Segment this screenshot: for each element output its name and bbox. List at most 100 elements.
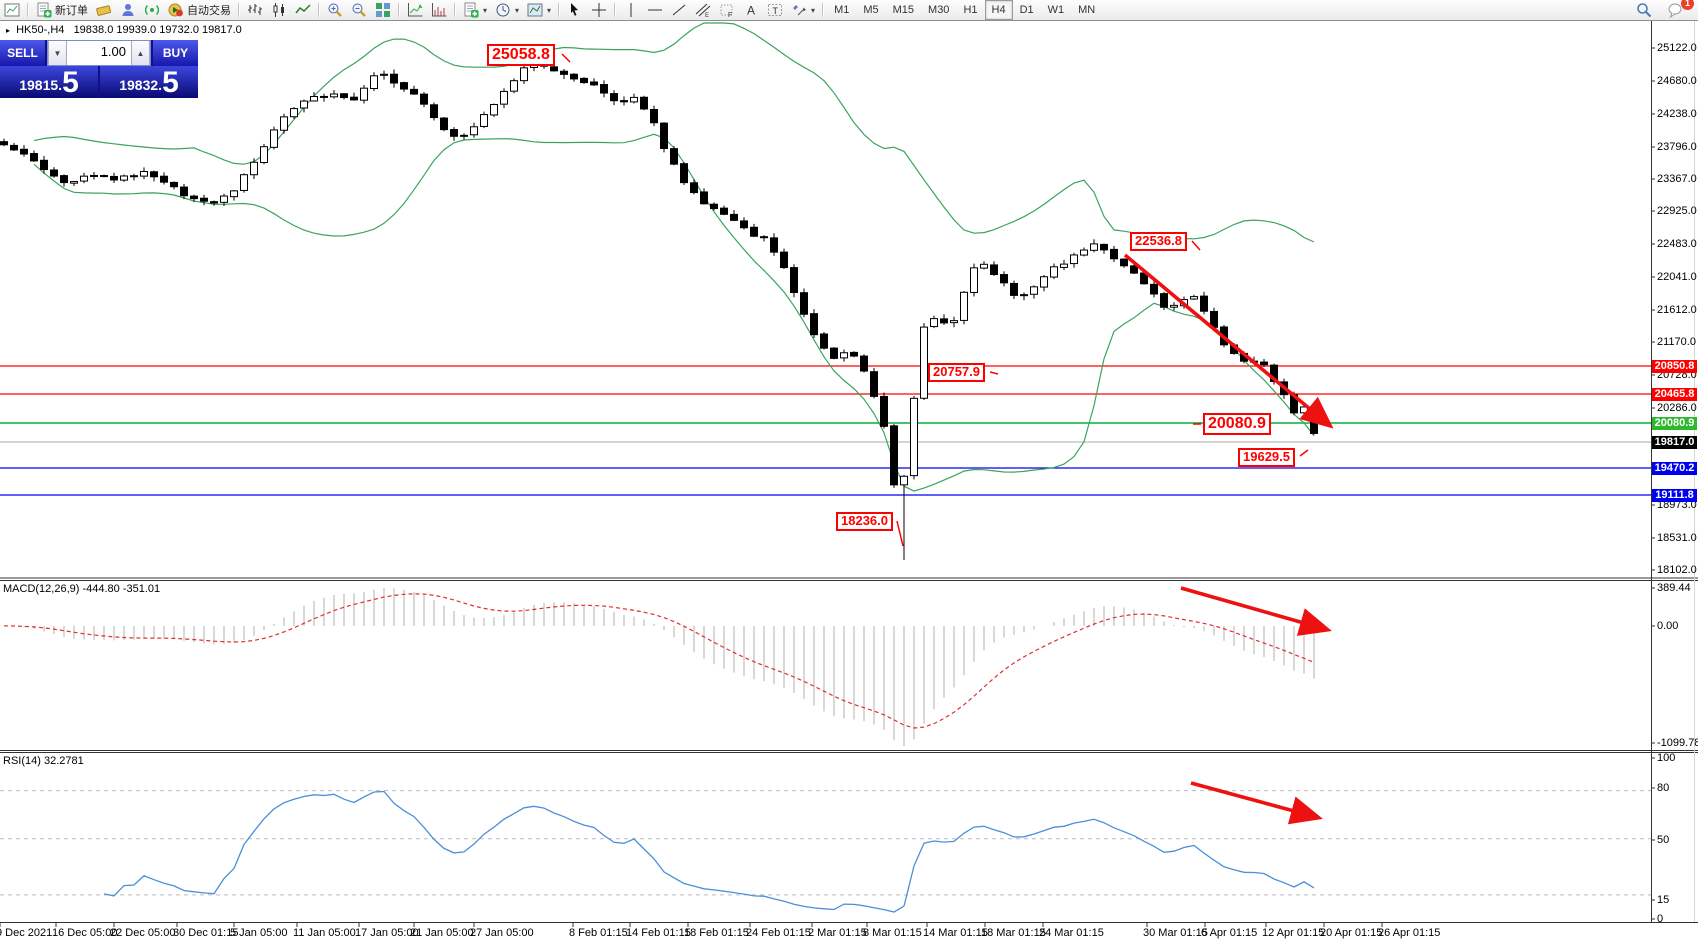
bar-chart-button[interactable] [243,0,267,21]
horizontal-line-tool-button-icon [647,2,663,18]
chart-shift-button[interactable] [427,0,451,21]
price-label[interactable]: 18236.0 [836,512,893,531]
sell-price[interactable]: 19815. 5 [0,66,98,98]
auto-scroll-button[interactable] [403,0,427,21]
dropdown-caret-icon[interactable]: ▾ [547,5,552,15]
vertical-line-tool-button[interactable] [619,0,643,21]
macd-trend-arrow[interactable] [1180,586,1332,636]
chart-shift-button-icon [431,2,447,18]
price-axis-tick: 21170.0 [1657,336,1696,348]
timeframe-mn[interactable]: MN [1078,4,1096,16]
buy-button[interactable]: BUY [153,40,198,66]
text-tool-button[interactable]: A [739,0,763,21]
zoom-out-button[interactable] [347,0,371,21]
toolbar-group: E F A T ▾ [619,0,819,20]
time-axis-label: 20 Apr 01:15 [1320,927,1383,939]
price-label-tail [896,520,904,547]
toolbar-group: 新订单 自动交易 [32,0,235,20]
cursor-tool-button[interactable] [563,0,587,21]
toolbar-right: 1 [1632,0,1694,21]
template-menu-button[interactable]: ▾ [523,0,555,21]
dropdown-caret-icon[interactable]: ▾ [515,5,520,15]
price-axis-tick: 20286.0 [1657,402,1697,414]
candlestick-chart-button[interactable] [267,0,291,21]
time-axis-label: 26 Apr 01:15 [1378,927,1441,939]
volume-increase-button[interactable]: ▲ [131,41,150,65]
timeframe-w1[interactable]: W1 [1047,4,1065,16]
price-label[interactable]: 22536.8 [1130,232,1187,251]
zoom-in-button-icon [327,2,343,18]
volume-value[interactable]: 1.00 [100,44,126,59]
timeframe-m15[interactable]: M15 [892,4,915,16]
indicators-menu-button[interactable]: ▾ [459,0,491,21]
template-menu-button-icon [527,2,543,18]
main-chart-pane[interactable] [0,20,1651,578]
auto-scroll-button-icon [407,2,423,18]
timeframe-m5[interactable]: M5 [863,4,879,16]
price-label-tail [1299,449,1309,457]
price-axis-tick: 18531.0 [1657,532,1697,544]
timeframe-d1[interactable]: D1 [1019,4,1034,16]
autotrade-button[interactable]: 自动交易 [164,0,235,21]
dropdown-caret-icon[interactable]: ▾ [483,5,488,15]
toolbar-group [323,0,395,20]
vertical-line-tool-button-icon [623,2,639,18]
timeframe-m1[interactable]: M1 [834,4,850,16]
chart-window-icon-icon [4,2,20,18]
ticket-icon[interactable] [92,0,116,21]
timeframe-m30[interactable]: M30 [928,4,950,16]
price-label[interactable]: 20080.9 [1203,413,1271,436]
price-axis-tick: 22483.0 [1657,238,1697,250]
horizontal-line-tool-button[interactable] [643,0,667,21]
timeframe-h4[interactable]: H4 [984,0,1013,20]
channel-tool-button[interactable]: F [715,0,739,21]
zoom-in-button[interactable] [323,0,347,21]
time-axis-label: 30 Mar 01:15 [1143,927,1208,939]
period-menu-button[interactable]: ▾ [491,0,523,21]
buy-price-main: 19832. [119,77,163,93]
rsi-trend-arrow[interactable] [1190,781,1323,825]
trendline-tool-button-icon [671,2,687,18]
candlestick-chart-button-icon [271,2,287,18]
crosshair-tool-button-icon [591,2,607,18]
trendline-tool-button[interactable] [667,0,691,21]
time-axis-label: 18 Feb 01:15 [684,927,749,939]
rsi-axis-tick: 15 [1657,894,1670,906]
price-label[interactable]: 20757.9 [928,363,985,382]
buy-price-frac: 5 [162,66,179,99]
dropdown-caret-icon[interactable]: ▾ [811,5,816,15]
new-order-button[interactable]: 新订单 [32,0,92,21]
price-label[interactable]: 25058.8 [487,44,555,67]
bollinger-upper-band [33,22,1315,243]
arrows-tool-button[interactable]: ▾ [787,0,819,21]
price-axis-badge: 19470.2 [1652,461,1697,475]
text-label-tool-button[interactable]: T [763,0,787,21]
fibonacci-tool-button[interactable]: E [691,0,715,21]
signal-icon[interactable] [140,0,164,21]
terminal-icon[interactable] [116,0,140,21]
line-chart-button[interactable] [291,0,315,21]
chat-icon [1668,2,1684,18]
chart-ohlc: 19838.0 19939.0 19732.0 19817.0 [73,24,242,36]
buy-price[interactable]: 19832. 5 [100,66,198,98]
volume-decrease-button[interactable]: ▼ [48,41,67,65]
rsi-axis-tick: 0 [1657,913,1664,925]
macd-pane[interactable] [0,581,1651,748]
zoom-out-button-icon [351,2,367,18]
rsi-label: RSI(14) 32.2781 [3,755,84,767]
price-trend-arrow[interactable] [1123,253,1334,429]
volume-stepper[interactable]: ▼ 1.00 ▲ [47,40,151,66]
timeframe-h1[interactable]: H1 [963,4,978,16]
search-button[interactable] [1632,0,1656,21]
indicators-menu-button-icon [463,2,479,18]
price-label[interactable]: 19629.5 [1238,448,1295,467]
crosshair-tool-button[interactable] [587,0,611,21]
tile-windows-button[interactable] [371,0,395,21]
macd-label: MACD(12,26,9) -444.80 -351.01 [3,583,161,595]
chart-window-icon[interactable] [0,0,24,21]
channel-tool-button-icon: F [719,2,735,18]
notifications-button[interactable]: 1 [1664,0,1694,21]
rsi-pane[interactable] [0,753,1651,921]
sell-button[interactable]: SELL [0,40,45,66]
